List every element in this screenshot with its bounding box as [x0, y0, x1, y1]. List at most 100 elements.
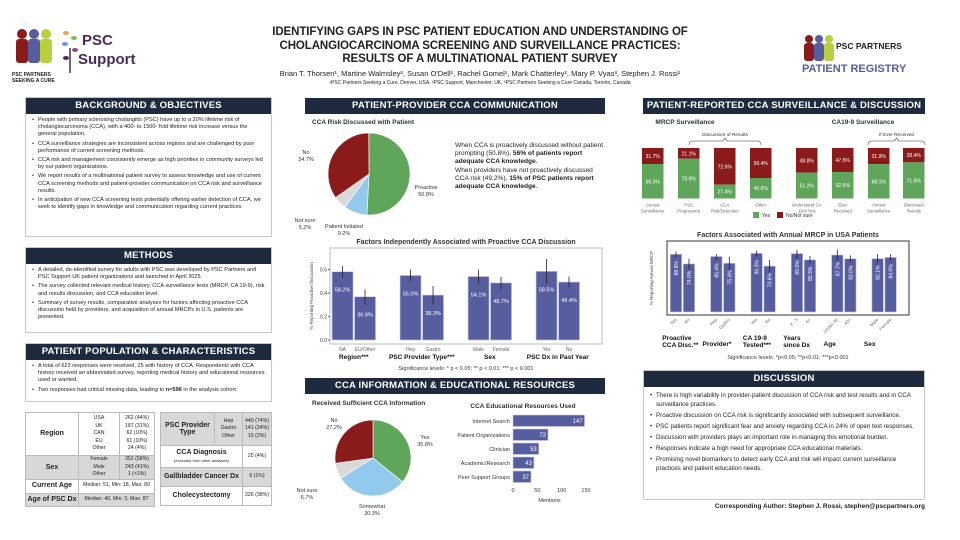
- bullet: The survey collected relevant medical hi…: [32, 283, 265, 297]
- slice-value: 35.8%: [417, 442, 433, 448]
- slice-label: No: [302, 150, 309, 156]
- bar-value-label: 48.7%: [493, 299, 509, 305]
- group-label: CA 19-9: [743, 335, 767, 342]
- cell-line: 352 (58%): [125, 456, 149, 462]
- slice-value: 9.2%: [338, 231, 351, 237]
- y-tick-label: Internet Search: [472, 419, 510, 425]
- segment-label: 40.6%: [754, 186, 769, 192]
- cell-line: USA: [93, 415, 105, 422]
- bar-value-label: 82.1%: [876, 265, 882, 280]
- provider-values: 440 (74%) 141 (24%) 15 (2%): [242, 412, 272, 446]
- cell-line: 1 (<1%): [127, 471, 147, 477]
- group-label: Years: [783, 335, 801, 342]
- slice-value: 6.7%: [301, 495, 314, 501]
- background-section: BACKGROUND & OBJECTIVES People with prim…: [25, 97, 272, 237]
- text: When providers have not proactively disc…: [455, 166, 593, 182]
- authors: Brian T. Thorsen¹, Martine Walmsley², Su…: [279, 68, 681, 78]
- x-tick-label: Progression: [677, 209, 701, 214]
- pie-slice: [366, 132, 411, 216]
- bar-value-label: 43: [525, 461, 532, 467]
- segment-label: 59.4%: [754, 161, 769, 167]
- bar: [512, 470, 532, 483]
- cca-risk-discussed-pie-chart: CCA Risk Discussed with Patient Proactive…: [295, 119, 438, 237]
- stacked-bar-no: [903, 148, 925, 163]
- chart-title: Factors Independently Associated with Pr…: [356, 239, 575, 246]
- chart-title: CA19-9 Surveillance: [832, 119, 895, 126]
- pie-slice: [372, 419, 412, 483]
- background-bullets: People with primary sclerosing cholangit…: [26, 114, 271, 211]
- x-tick-label: Discussed: [904, 203, 924, 208]
- y-axis-label: % Reporting Proactive Discussion: [309, 262, 314, 330]
- section-header: DISCUSSION: [644, 371, 924, 387]
- cell-line: Other: [222, 432, 235, 439]
- x-tick-label: Risk/Detection: [711, 209, 739, 214]
- x-tick-label: 6+: [805, 317, 812, 324]
- x-tick-label: Yes: [542, 347, 551, 353]
- slice-label: No: [330, 418, 337, 424]
- x-tick-label: Yes: [669, 317, 678, 326]
- bar-value-label: 36.9%: [357, 313, 373, 319]
- affiliations: ¹PSC Partners Seeking a Cure, Denver, US…: [329, 79, 631, 86]
- bullet: PSC patients report significant fear and…: [650, 422, 918, 431]
- segment-label: 47.5%: [836, 158, 851, 164]
- cell-line: Hep: [223, 417, 234, 424]
- gallbladder-value: 6 (1%): [242, 467, 272, 487]
- people-logo-icon: [16, 29, 52, 63]
- bar-value-label: 82.0%: [848, 265, 854, 280]
- segment-label: 21.1%: [682, 151, 697, 157]
- text: When CCA is proactively discussed withou…: [455, 142, 604, 158]
- cca-note: (excluded from other analyses): [174, 457, 229, 463]
- bullet: People with primary sclerosing cholangit…: [32, 117, 265, 139]
- stacked-bar-yes: [678, 158, 700, 199]
- cohort-size: n=596: [165, 386, 182, 393]
- segment-label: 27.4%: [718, 190, 733, 196]
- people-logo-icon: [804, 35, 834, 61]
- slice-value: 27.2%: [326, 425, 342, 431]
- x-tick-label: Hep: [406, 347, 415, 353]
- stacked-bar-no: [868, 148, 890, 165]
- bar-value-label: 70.6%: [768, 272, 774, 287]
- segment-label: 78.9%: [682, 177, 697, 183]
- bar-value-label: 147: [573, 419, 584, 425]
- logo-text: PSC PARTNERS: [836, 41, 902, 51]
- bar: [490, 282, 512, 341]
- bar-value-label: 37: [522, 475, 529, 481]
- bar-value-label: 75.0%: [727, 270, 733, 285]
- discussion-section: DISCUSSION There is high variability in …: [643, 370, 925, 500]
- x-tick-label: Yes: [750, 317, 759, 326]
- logo-text: PSC PARTNERS SEEKING A CURE: [12, 72, 55, 84]
- section-header: CCA INFORMATION & EDUCATIONAL RESOURCES: [305, 378, 605, 394]
- x-tick-label: Under 40: [822, 317, 839, 334]
- group-label: since Dx: [783, 342, 810, 349]
- legend-label: Yes: [762, 213, 771, 219]
- cell-line: 187 (31%): [125, 422, 149, 429]
- bullet: Summary of survey results, comparative a…: [32, 300, 265, 322]
- x-tick-label: NA: [339, 347, 347, 353]
- group-label: Tested***: [743, 342, 772, 349]
- bullet: There is high variability in provider-pa…: [650, 391, 918, 409]
- cell-line: UK: [95, 422, 103, 429]
- sex-values: 352 (58%) 243 (41%) 1 (<1%): [119, 455, 155, 480]
- segment-label: 68.1%: [872, 179, 887, 185]
- cell-line: 62 (10%): [126, 430, 148, 437]
- bar-value-label: 53: [530, 447, 537, 453]
- row-label: Gallbladder Cancer Dx: [160, 467, 243, 487]
- bullet: Discussion with providers plays an impor…: [650, 433, 918, 442]
- logo-psc-text: PSC: [82, 32, 113, 49]
- bullet: CCA surveillance strategies are inconsis…: [32, 141, 265, 155]
- sex-categories: Female Male Other: [78, 455, 120, 480]
- x-tick-label: Surveillance: [641, 209, 665, 214]
- logo-support-text: Support: [78, 51, 136, 68]
- group-label: Sex: [484, 354, 496, 361]
- demographics-table-left: Region USA UK CAN EU Other 262 (44%) 187 (31%) 6…: [25, 412, 155, 507]
- bullet: Promising novel biomarkers to detect ear…: [650, 455, 918, 473]
- bar-value-label: 90.3%: [755, 260, 761, 275]
- stacked-bar-yes: [642, 164, 664, 199]
- stacked-bar-no: [714, 148, 736, 185]
- chart-title: CCA Risk Discussed with Patient: [312, 119, 415, 126]
- segment-label: 31.7%: [646, 154, 661, 160]
- cell-line: EU: [95, 437, 103, 444]
- logo-psc-support: PSC Support: [60, 26, 136, 78]
- row-label: Region: [25, 412, 79, 456]
- cell-line: Other: [92, 471, 106, 477]
